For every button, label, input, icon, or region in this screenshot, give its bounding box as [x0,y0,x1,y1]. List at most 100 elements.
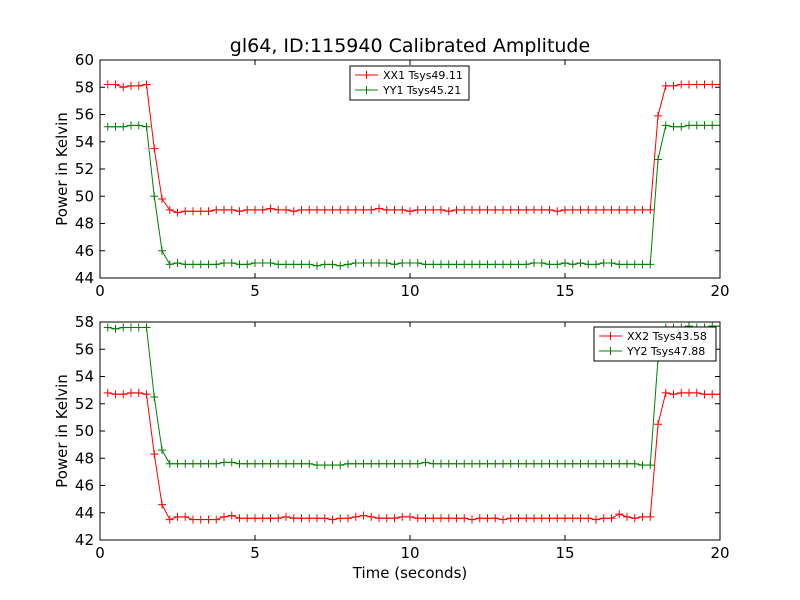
data-point [282,459,290,468]
series-1 [103,388,720,524]
y-axis-label: Power in Kelvin [53,112,71,226]
data-point [545,260,554,269]
data-point [607,205,616,214]
data-point [700,80,709,89]
data-point [274,514,283,523]
data-point [173,459,182,468]
data-point [297,260,306,269]
data-point [258,514,267,523]
data-point [181,260,190,269]
data-point [654,420,662,429]
data-point [220,259,228,268]
y-tick-label: 44 [75,504,94,522]
data-point [568,459,577,468]
data-point [429,459,438,468]
y-tick-label: 52 [75,160,94,178]
data-point [111,122,120,131]
data-point [212,515,221,524]
data-point [289,260,298,269]
data-point [251,259,259,268]
data-point [336,461,345,470]
data-point [266,514,275,523]
data-point [599,459,608,468]
x-tick-label: 10 [400,544,419,562]
data-point [181,512,190,521]
legend: XX1 Tsys49.11 YY1 Tsys45.21 [349,65,470,101]
data-point [514,514,523,523]
x-tick-label: 15 [555,282,574,300]
data-point [716,80,720,89]
y-tick-label: 52 [75,395,94,413]
data-point [483,260,492,269]
data-point [375,204,383,213]
legend: XX2 Tsys43.58 YY2 Tsys47.88 [593,326,717,362]
data-point [390,459,399,468]
data-point [119,83,128,92]
data-point [150,192,159,201]
data-point [553,514,562,523]
data-point [421,458,430,467]
data-point [274,459,283,468]
data-point [468,459,476,468]
y-tick-label: 56 [75,106,94,124]
data-point [685,388,693,397]
data-point [413,459,422,468]
data-point [413,514,422,523]
data-point [103,122,112,131]
data-point [491,260,500,269]
data-point [119,122,128,131]
data-point [111,80,120,89]
data-point [437,514,445,523]
data-point [514,459,523,468]
data-point [142,323,151,332]
data-point [592,260,600,269]
y-axis-label: Power in Kelvin [53,374,71,488]
data-point [413,205,422,214]
data-point [638,205,647,214]
data-point [359,205,368,214]
data-point [607,259,616,268]
data-point [506,205,515,214]
data-point [266,259,275,268]
data-point [437,260,445,269]
series-2 [103,322,720,470]
x-tick-label: 20 [710,544,729,562]
data-point [421,514,430,523]
data-point [344,260,352,269]
data-point [150,144,159,153]
data-point [452,260,461,269]
data-point [700,121,709,130]
data-point [514,260,523,269]
data-point [545,514,554,523]
data-point [661,121,670,130]
chart-panel-1: 0 5 10 15 20 44 46 48 50 52 54 56 58 60 gl64, ID:11594… [53,35,730,300]
data-point [119,390,128,399]
data-point [142,122,151,131]
data-point [127,388,135,397]
data-point [274,205,283,214]
data-point [336,205,345,214]
data-point [134,323,143,332]
data-point [623,260,631,269]
data-point [305,459,314,468]
data-point [127,81,135,90]
data-point [103,388,112,397]
data-point [615,205,624,214]
data-point [251,205,259,214]
legend-entry: YY1 Tsys45.21 [382,84,461,97]
data-point [196,515,205,524]
data-point [708,80,717,89]
chart-title: gl64, ID:115940 Calibrated Amplitude [230,35,590,57]
data-point [522,205,531,214]
data-point [437,459,445,468]
data-point [537,259,546,268]
data-point [568,260,577,269]
data-point [134,121,143,130]
data-point [212,260,221,269]
data-point [646,512,655,521]
data-point [282,205,290,214]
y-tick-label: 48 [75,215,94,233]
data-point [599,514,608,523]
data-point [375,459,383,468]
data-point [165,205,174,214]
